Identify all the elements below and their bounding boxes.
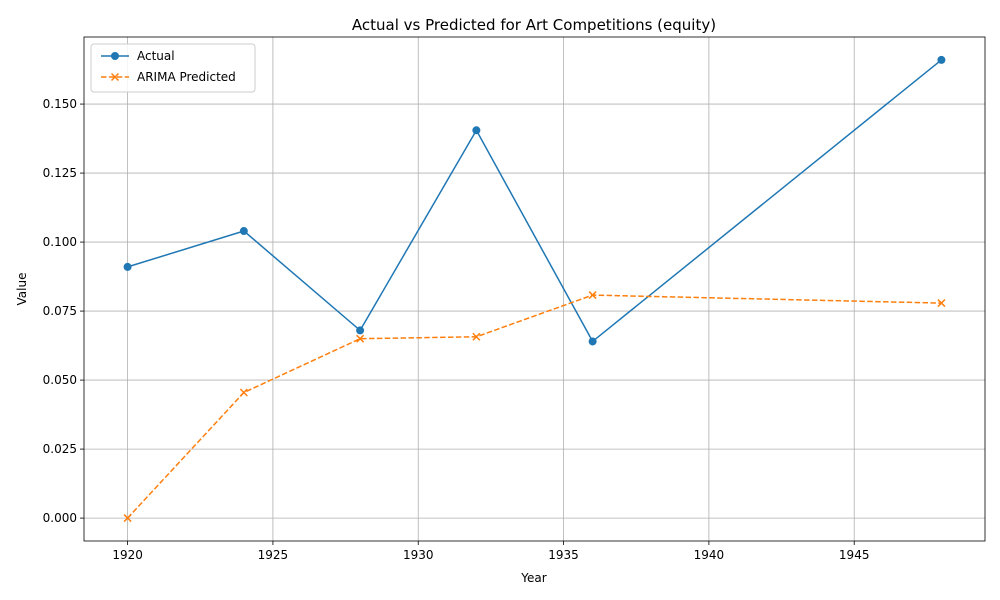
data-point-arima-predicted-stroke <box>356 334 365 343</box>
y-tick-label: 0.075 <box>43 304 77 318</box>
y-tick-label: 0.150 <box>43 97 77 111</box>
data-point-actual <box>356 326 365 335</box>
series-line-arima-predicted <box>127 294 942 519</box>
grid <box>84 37 985 541</box>
series-line-actual <box>127 59 942 343</box>
legend: Actual ARIMA Predicted <box>90 43 256 93</box>
legend-label-actual: Actual <box>137 49 175 63</box>
data-point-arima-predicted-stroke <box>588 291 597 300</box>
data-point-arima-predicted <box>588 291 597 300</box>
x-axis-label: Year <box>520 571 546 585</box>
legend-box <box>90 43 256 93</box>
x-tick-label: 1925 <box>258 548 289 562</box>
data-point-arima-predicted <box>937 299 946 308</box>
data-point-actual <box>588 337 597 346</box>
data-point-arima-predicted-stroke <box>472 332 481 341</box>
data-point-actual <box>937 55 946 64</box>
data-point-arima-predicted-stroke <box>937 299 946 308</box>
y-tick-label: 0.000 <box>43 511 77 525</box>
y-tick-label: 0.125 <box>43 166 77 180</box>
data-point-arima-predicted <box>123 514 132 523</box>
x-tick-label: 1920 <box>112 548 143 562</box>
y-axis-label: Value <box>15 273 29 306</box>
data-point-arima-predicted <box>472 332 481 341</box>
data-point-actual <box>472 126 481 135</box>
y-axis-ticks: 0.000 0.025 0.050 0.075 0.100 0.125 0.150 <box>43 97 84 525</box>
data-point-actual <box>123 262 132 271</box>
x-tick-label: 1940 <box>694 548 725 562</box>
chart-title: Actual vs Predicted for Art Competitions… <box>352 16 716 34</box>
legend-marker-arima-predicted-stroke <box>110 72 120 82</box>
y-tick-label: 0.050 <box>43 373 77 387</box>
data-point-arima-predicted <box>239 388 248 397</box>
legend-marker-arima-predicted <box>110 72 120 82</box>
x-axis-ticks: 1920 1925 1930 1935 1940 1945 <box>112 541 869 562</box>
data-point-arima-predicted <box>356 334 365 343</box>
legend-label-arima-predicted: ARIMA Predicted <box>137 70 236 84</box>
plot-frame <box>83 36 986 542</box>
y-tick-label: 0.025 <box>43 442 77 456</box>
data-point-arima-predicted-stroke <box>239 388 248 397</box>
series-layer <box>123 55 946 523</box>
data-point-actual <box>239 227 248 236</box>
x-tick-label: 1930 <box>403 548 434 562</box>
x-tick-label: 1945 <box>839 548 870 562</box>
data-point-arima-predicted-stroke <box>123 514 132 523</box>
x-tick-label: 1935 <box>548 548 579 562</box>
y-tick-label: 0.100 <box>43 235 77 249</box>
legend-marker-actual <box>111 52 119 60</box>
